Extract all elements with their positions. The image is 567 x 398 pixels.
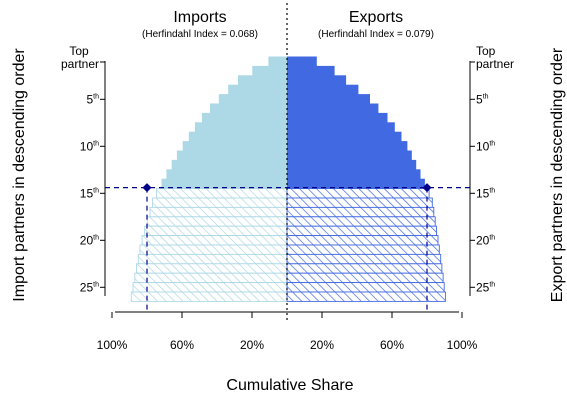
import-bar-rank-10 [182,141,287,152]
left-y-tick-label-top-line1: Top [69,44,89,58]
import-bar-rank-20 [141,235,288,246]
import-bar-rank-14 [161,178,287,190]
imports-bars [130,56,288,302]
export-bar-rank-17 [286,206,435,218]
export-bar-rank-21 [286,244,440,255]
left-y-tick-label-20: 20th [80,233,99,247]
right-y-tick-label-25: 25th [476,280,495,294]
import-bar-rank-11 [176,150,287,161]
exports-title: Exports [349,9,403,26]
export-bar-rank-22 [286,253,442,265]
right-y-tick-label-20: 20th [476,233,495,247]
import-bar-rank-19 [144,225,288,237]
threshold-guides [105,183,470,312]
export-bar-rank-2 [287,65,335,77]
left-y-tick-label-15: 15th [80,186,99,200]
import-bar-rank-3 [238,75,287,86]
x-axis-title: Cumulative Share [226,377,353,394]
x-tick-label-5: 100% [447,338,478,352]
export-bar-rank-15 [286,188,430,199]
import-bar-rank-15 [156,188,288,199]
import-bar-rank-7 [201,112,287,124]
export-bar-rank-10 [287,141,408,152]
x-tick-label-0: 100% [97,338,128,352]
export-bar-rank-9 [287,131,402,143]
export-bar-rank-26 [286,291,446,302]
export-bar-rank-24 [286,272,444,284]
right-y-tick-label-top-line2: partner [476,57,514,71]
export-bar-rank-25 [286,282,445,293]
export-bar-rank-5 [287,94,370,105]
x-tick-label-3: 20% [310,338,334,352]
export-bar-rank-19 [286,225,438,237]
import-bar-rank-5 [218,94,288,105]
import-bar-rank-25 [132,282,288,293]
import-bar-rank-2 [252,65,287,77]
export-bar-rank-20 [286,235,439,246]
left-y-tick-label-top-line2: partner [61,57,99,71]
export-bar-rank-13 [287,169,421,180]
import-bar-rank-1 [268,56,287,67]
export-bar-rank-11 [287,150,412,161]
imports-title: Imports [173,9,226,26]
import-bar-rank-23 [136,263,288,274]
right-y-axis-title: Export partners in descending order [549,47,566,302]
import-bar-rank-24 [134,272,288,284]
export-bar-rank-6 [287,103,379,114]
x-tick-label-2: 20% [240,338,264,352]
export-bar-rank-12 [287,159,417,171]
right-y-tick-label-top-line1: Top [476,44,496,58]
imports-subtitle: (Herfindahl Index = 0.068) [142,29,258,40]
exports-bars [286,56,446,302]
export-bar-rank-16 [286,197,433,208]
import-bar-rank-16 [152,197,288,208]
import-bar-rank-21 [139,244,288,255]
exports-subtitle: (Herfindahl Index = 0.079) [318,29,434,40]
export-bar-rank-7 [287,112,388,124]
export-bar-rank-18 [286,216,436,227]
export-bar-rank-3 [287,75,347,86]
export-bar-rank-23 [286,263,443,274]
right-y-tick-label-15: 15th [476,186,495,200]
left-y-tick-label-10: 10th [80,139,99,153]
import-bar-rank-6 [210,103,287,114]
import-bar-rank-18 [146,216,288,227]
export-bar-rank-4 [287,84,359,96]
left-y-tick-label-5: 5th [86,92,99,106]
import-bar-rank-4 [228,84,287,96]
x-axis: 100% 60% 20% 20% 60% 100% [97,311,478,352]
import-bar-rank-26 [130,291,288,302]
export-bar-rank-14 [287,178,425,190]
export-bar-rank-8 [287,122,395,133]
import-threshold-marker [142,183,152,193]
left-y-tick-label-25: 25th [80,280,99,294]
import-bar-rank-13 [166,169,287,180]
import-bar-rank-8 [194,122,287,133]
x-tick-label-1: 60% [170,338,194,352]
right-y-tick-label-10: 10th [476,139,495,153]
import-bar-rank-17 [149,206,288,218]
import-bar-rank-9 [188,131,287,143]
export-threshold-marker [422,183,432,193]
x-tick-label-4: 60% [380,338,404,352]
import-bar-rank-22 [137,253,288,265]
import-bar-rank-12 [171,159,287,171]
left-y-axis-title: Import partners in descending order [11,48,28,302]
right-y-tick-label-5: 5th [476,92,489,106]
export-bar-rank-1 [287,56,317,67]
